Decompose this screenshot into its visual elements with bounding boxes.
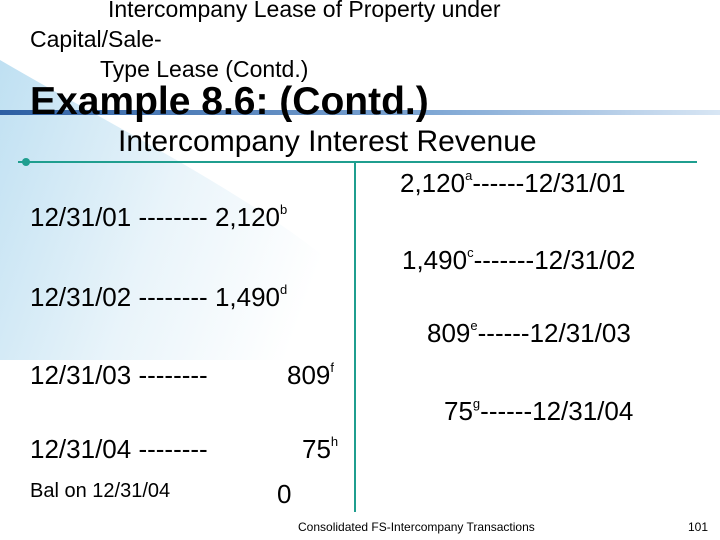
balance-label: Bal on 12/31/04 (30, 480, 171, 502)
debit-entry: 12/31/02 -------- 1,490d (30, 282, 287, 312)
credit-dashes: ------ (480, 396, 533, 426)
page-title: Example 8.6: (Contd.) (30, 80, 429, 123)
balance-value: 0 (277, 479, 292, 509)
debit-dashes: -------- (138, 202, 208, 232)
title-underline (0, 110, 720, 115)
debit-amount-cell: 75h (302, 434, 338, 464)
credit-date: 12/31/04 (532, 396, 634, 426)
debit-amount: 809 (287, 360, 331, 390)
debit-amount: 1,490 (214, 282, 281, 312)
credit-note: c (467, 245, 474, 260)
header-line-1: Intercompany Lease of Property under (108, 0, 501, 22)
credit-date: 12/31/03 (529, 318, 631, 348)
credit-entry: 2,120a------12/31/01 (400, 168, 625, 198)
header-line-3: Type Lease (Contd.) (100, 56, 309, 82)
header-line-2: Capital/Sale- (30, 26, 162, 52)
page-number: 101 (688, 520, 709, 534)
debit-amount: 2,120 (214, 202, 281, 232)
credit-dashes: ------ (477, 318, 530, 348)
account-name: Intercompany Interest Revenue (118, 125, 537, 158)
debit-entry: 12/31/04 -------- (30, 434, 208, 464)
credit-amount: 2,120 (400, 168, 466, 198)
credit-amount: 809 (427, 318, 471, 348)
credit-note: g (472, 396, 481, 411)
credit-entry: 1,490c-------12/31/02 (402, 245, 635, 275)
bullet-icon (22, 158, 30, 166)
credit-amount: 75 (444, 396, 473, 426)
footer-text: Consolidated FS-Intercompany Transaction… (298, 520, 535, 534)
credit-amount: 1,490 (402, 245, 468, 275)
debit-note: f (330, 360, 335, 375)
debit-note: d (280, 282, 288, 297)
debit-entry: 12/31/01 -------- 2,120b (30, 202, 287, 232)
debit-note: b (280, 202, 288, 217)
credit-entry: 809e------12/31/03 (427, 318, 631, 348)
debit-date: 12/31/01 (30, 202, 132, 232)
debit-note: h (330, 434, 339, 449)
credit-date: 12/31/02 (534, 245, 636, 275)
credit-entry: 75g------12/31/04 (444, 396, 633, 426)
debit-dashes: -------- (138, 360, 208, 390)
debit-dashes: -------- (138, 282, 208, 312)
credit-note: a (465, 168, 473, 183)
debit-entry: 12/31/03 -------- (30, 360, 208, 390)
credit-dashes: ------ (472, 168, 525, 198)
debit-date: 12/31/03 (30, 360, 132, 390)
credit-date: 12/31/01 (524, 168, 626, 198)
debit-amount: 75 (302, 434, 331, 464)
debit-amount-cell: 809f (287, 360, 334, 390)
debit-dashes: -------- (138, 434, 208, 464)
credit-note: e (470, 318, 478, 333)
debit-date: 12/31/04 (30, 434, 132, 464)
debit-date: 12/31/02 (30, 282, 132, 312)
corner-decoration (0, 60, 362, 360)
credit-dashes: ------- (473, 245, 535, 275)
